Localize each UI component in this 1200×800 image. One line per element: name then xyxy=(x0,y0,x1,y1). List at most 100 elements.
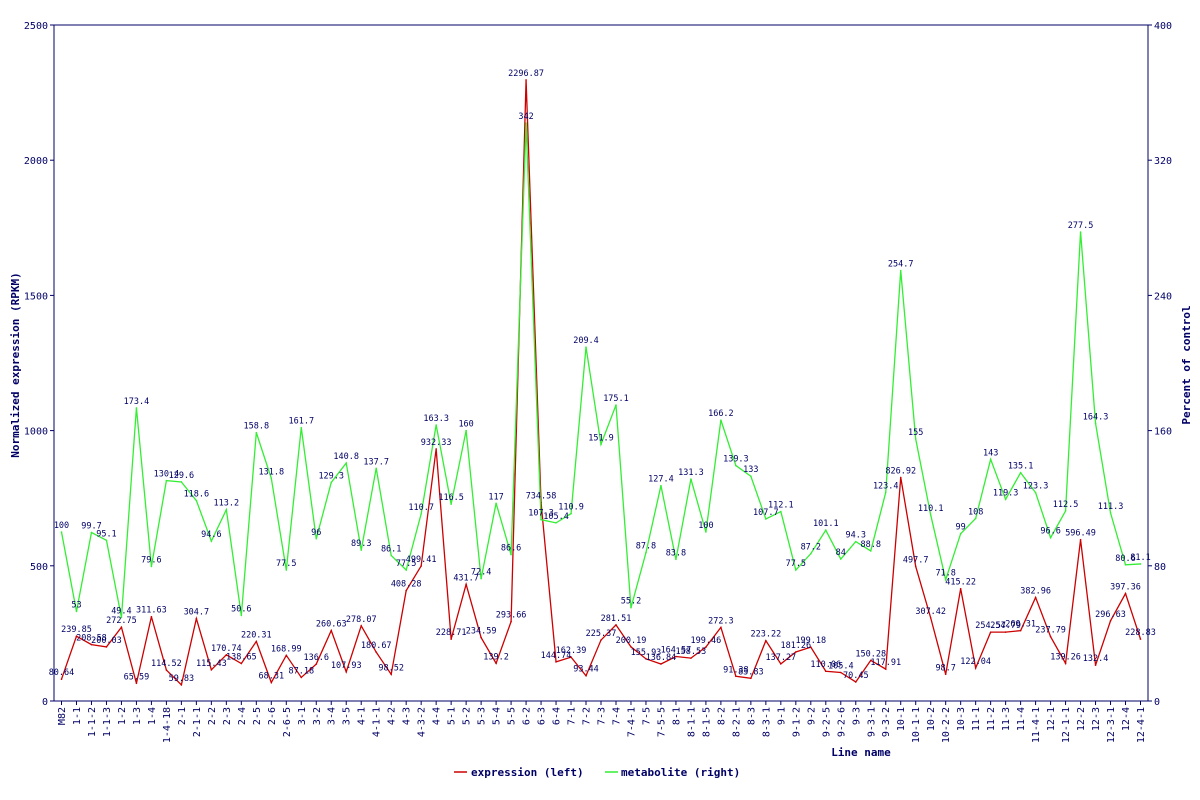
data-label-expression: 114.52 xyxy=(151,659,182,669)
data-label-expression: 296.63 xyxy=(1095,610,1126,620)
data-label-metabolite: 55.2 xyxy=(621,597,641,607)
data-point-metabolite xyxy=(884,491,887,494)
data-point-expression xyxy=(285,654,288,657)
data-label-metabolite: 143 xyxy=(983,448,998,458)
data-point-expression xyxy=(270,681,273,684)
data-point-metabolite xyxy=(540,518,542,521)
x-axis-tick-label: 2-4 xyxy=(237,707,248,725)
data-label-metabolite: 53 xyxy=(71,600,81,610)
data-label-metabolite: 140.8 xyxy=(333,452,359,462)
data-point-expression xyxy=(944,673,947,676)
x-axis-tick-label: 1-4 xyxy=(147,707,158,725)
data-label-metabolite: 117 xyxy=(488,492,503,502)
x-axis-tick-label: 12-1 xyxy=(1046,707,1057,731)
data-point-metabolite xyxy=(810,552,812,555)
data-point-metabolite xyxy=(165,479,168,482)
series-line-metabolite xyxy=(60,122,1141,618)
data-point-metabolite xyxy=(1094,422,1097,425)
data-point-expression xyxy=(375,651,378,653)
data-point-metabolite xyxy=(405,569,407,571)
data-label-expression: 225.37 xyxy=(586,629,617,639)
data-label-metabolite: 164.3 xyxy=(1083,412,1109,422)
data-point-expression xyxy=(150,615,153,618)
data-point-metabolite xyxy=(989,458,992,461)
data-label-metabolite: 123.3 xyxy=(1023,482,1049,492)
data-point-metabolite xyxy=(120,616,123,619)
data-label-expression: 65.59 xyxy=(124,672,150,682)
data-label-metabolite: 72.4 xyxy=(471,568,491,578)
x-axis-tick-label: 7-4-1 xyxy=(626,707,637,737)
x-axis-tick-label: 1-3 xyxy=(132,707,143,725)
data-point-expression xyxy=(645,658,647,660)
data-label-metabolite: 110.1 xyxy=(918,504,944,514)
data-label-expression: 155.93 xyxy=(631,648,662,658)
data-label-metabolite: 100 xyxy=(54,521,69,531)
data-point-expression xyxy=(195,617,198,620)
data-point-expression xyxy=(854,681,857,683)
data-label-expression: 311.63 xyxy=(136,606,167,616)
data-label-expression: 68.31 xyxy=(259,672,285,682)
x-axis-tick-label: 1-1-2 xyxy=(87,707,98,737)
data-label-expression: 105.4 xyxy=(828,661,854,671)
data-label-metabolite: 131.3 xyxy=(678,468,704,478)
data-point-expression xyxy=(1019,629,1022,632)
data-point-metabolite xyxy=(195,499,198,502)
x-axis-tick-label: 7-5 xyxy=(641,707,652,725)
data-label-metabolite: 112.5 xyxy=(1053,500,1079,510)
data-point-metabolite xyxy=(75,610,78,613)
data-label-expression: 138.65 xyxy=(226,653,257,663)
data-label-metabolite: 173.4 xyxy=(124,397,150,407)
data-point-expression xyxy=(824,670,827,673)
data-point-expression xyxy=(210,668,213,671)
data-point-expression xyxy=(720,626,722,629)
data-label-expression: 181.26 xyxy=(780,641,811,651)
x-axis-tick-label: 10-2 xyxy=(926,707,937,731)
x-axis-tick-label: 5-3 xyxy=(477,707,488,725)
data-label-expression: 228.83 xyxy=(1125,628,1156,638)
data-label-expression: 98.7 xyxy=(935,663,955,673)
data-point-expression xyxy=(75,635,78,637)
data-point-metabolite xyxy=(480,577,482,580)
data-label-metabolite: 49.4 xyxy=(111,607,131,617)
data-point-metabolite xyxy=(525,122,527,124)
data-label-expression: 91.38 xyxy=(723,665,749,675)
data-label-metabolite: 110.9 xyxy=(558,503,584,513)
data-label-metabolite: 77.5 xyxy=(276,559,296,569)
data-label-expression: 199.46 xyxy=(691,636,722,646)
data-label-metabolite: 89.3 xyxy=(351,539,371,549)
x-axis-tick-label: 6-2 xyxy=(522,707,533,725)
data-point-metabolite xyxy=(240,614,243,617)
data-label-expression: 220.31 xyxy=(241,630,272,640)
right-axis-tick-label: 80 xyxy=(1154,562,1166,573)
data-label-metabolite: 87.2 xyxy=(801,543,821,553)
data-label-expression: 199.18 xyxy=(795,636,826,646)
x-axis-tick-label: 2-6 xyxy=(267,707,278,725)
data-label-expression: 397.36 xyxy=(1110,583,1141,593)
data-label-expression: 139.2 xyxy=(483,652,509,662)
data-label-expression: 59.83 xyxy=(169,674,195,684)
data-label-metabolite: 116.5 xyxy=(438,493,464,503)
x-axis-tick-label: 1-1-3 xyxy=(102,707,113,737)
x-axis-tick-label: 12-3-1 xyxy=(1106,707,1117,743)
data-label-metabolite: 71.8 xyxy=(935,569,955,579)
data-label-expression: 596.49 xyxy=(1065,529,1096,539)
data-label-expression: 180.67 xyxy=(361,641,392,651)
data-label-metabolite: 158.8 xyxy=(244,422,270,432)
data-point-expression xyxy=(839,671,842,674)
data-point-metabolite xyxy=(929,514,932,516)
data-point-expression xyxy=(600,639,602,641)
data-label-metabolite: 155 xyxy=(908,428,923,438)
x-axis-tick-label: 4-2 xyxy=(387,707,398,725)
data-label-expression: 200.19 xyxy=(616,636,647,646)
x-axis-tick-label: 9-3-2 xyxy=(881,707,892,737)
data-point-metabolite xyxy=(450,503,452,505)
data-point-metabolite xyxy=(105,539,108,542)
data-point-metabolite xyxy=(675,558,677,561)
data-point-expression xyxy=(495,662,497,665)
data-point-metabolite xyxy=(465,429,467,432)
data-point-expression xyxy=(585,674,587,677)
data-label-expression: 272.3 xyxy=(708,616,734,626)
data-label-expression: 234.59 xyxy=(466,627,497,637)
data-label-metabolite: 108 xyxy=(968,507,983,517)
data-point-expression xyxy=(465,583,467,586)
